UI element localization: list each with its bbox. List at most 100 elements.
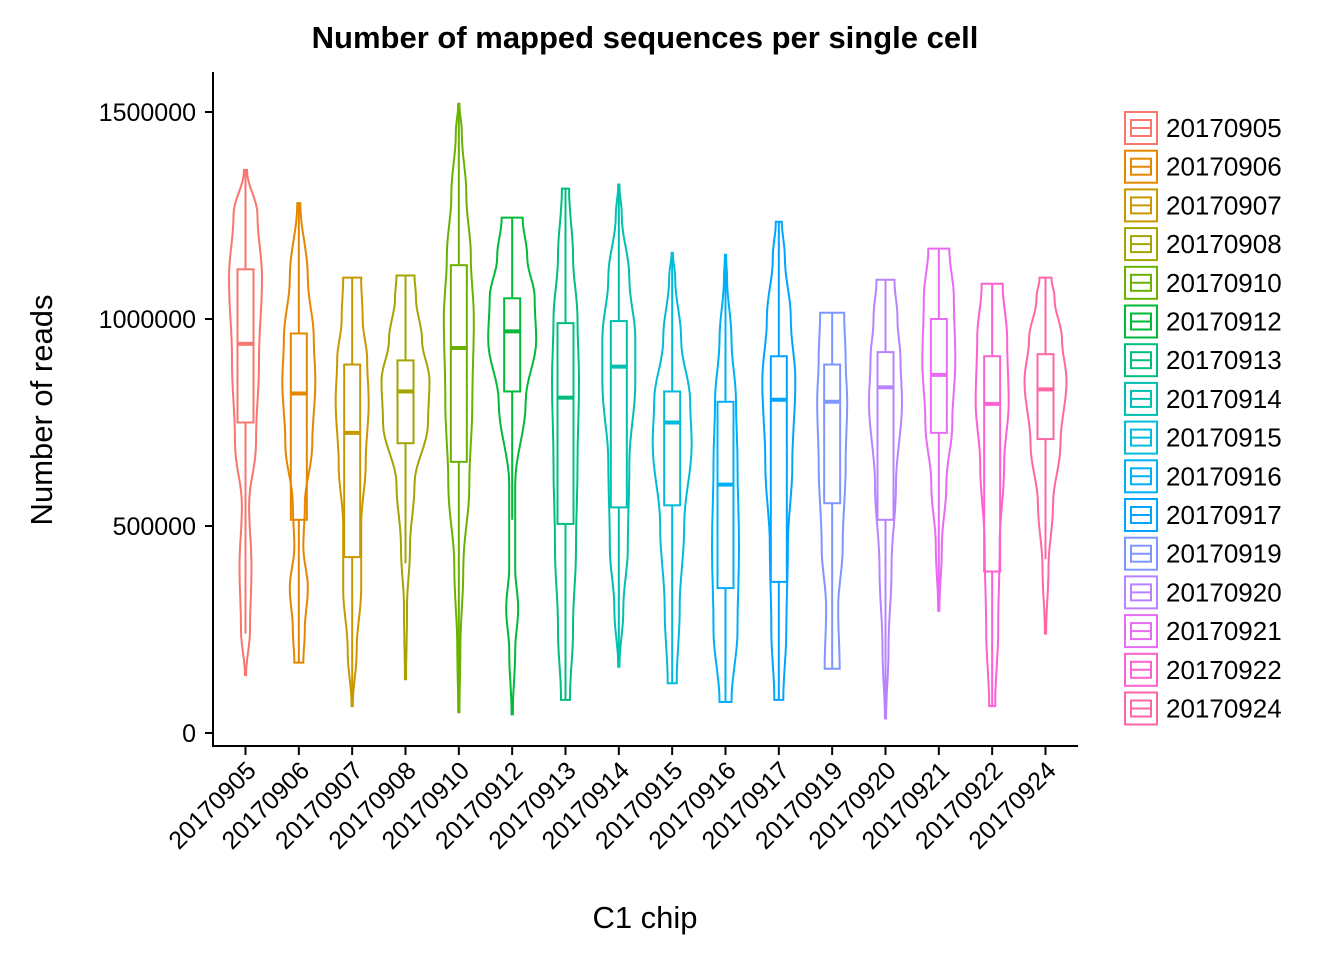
box-20170916 (716, 400, 735, 590)
legend-label: 20170920 (1166, 577, 1282, 607)
legend-item-20170910: 20170910 (1124, 265, 1282, 300)
legend-label: 20170916 (1166, 461, 1282, 491)
legend-item-20170924: 20170924 (1124, 691, 1282, 726)
violin-group-20170916 (710, 253, 741, 703)
x-axis-title: C1 chip (592, 900, 697, 935)
violin-20170908 (380, 274, 431, 681)
plot-area (227, 102, 1068, 720)
violin-group-20170922 (974, 282, 1010, 708)
box-20170907 (343, 363, 362, 559)
legend-key (1124, 149, 1158, 184)
y-tick-label: 0 (182, 720, 196, 748)
box-20170920 (876, 351, 895, 521)
legend-item-20170916: 20170916 (1124, 459, 1282, 494)
legend-item-20170919: 20170919 (1124, 536, 1282, 571)
legend-key (1124, 614, 1158, 649)
legend-label: 20170912 (1166, 307, 1282, 337)
violin-20170906 (281, 202, 317, 664)
legend-label: 20170917 (1166, 500, 1282, 530)
legend-key (1124, 304, 1158, 339)
legend-label: 20170908 (1166, 229, 1282, 259)
box-20170917 (769, 355, 788, 583)
legend-label: 20170905 (1166, 113, 1282, 143)
box-20170914 (609, 320, 628, 509)
legend-key (1124, 111, 1158, 145)
box-20170922 (983, 355, 1002, 573)
box-20170915 (663, 390, 682, 507)
legend-label: 20170906 (1166, 152, 1282, 182)
legend-key (1124, 691, 1158, 726)
legend-label: 20170914 (1166, 384, 1282, 414)
violin-group-20170913 (550, 187, 581, 701)
box-20170912 (503, 297, 522, 393)
x-ticks: 2017090520170906201709072017090820170910… (163, 746, 1062, 855)
legend-key (1124, 227, 1158, 262)
legend-label: 20170919 (1166, 539, 1282, 569)
legend-item-20170914: 20170914 (1124, 381, 1282, 416)
violin-group-20170905 (227, 169, 264, 676)
legend-label: 20170907 (1166, 190, 1282, 220)
chart-title: Number of mapped sequences per single ce… (312, 20, 979, 55)
box-20170910 (449, 264, 468, 463)
legend-key (1124, 575, 1158, 610)
violin-group-20170921 (921, 247, 957, 612)
legend-label: 20170921 (1166, 616, 1282, 646)
violin-20170920 (867, 278, 904, 720)
violin-20170921 (921, 247, 957, 612)
legend-item-20170921: 20170921 (1124, 614, 1282, 649)
legend-item-20170920: 20170920 (1124, 575, 1282, 610)
legend-item-20170917: 20170917 (1124, 498, 1282, 532)
legend-item-20170912: 20170912 (1124, 304, 1282, 339)
legend-item-20170915: 20170915 (1124, 420, 1282, 455)
legend-label: 20170913 (1166, 345, 1282, 375)
y-tick-label: 500000 (113, 513, 196, 541)
violin-group-20170917 (761, 220, 797, 701)
legend-key (1124, 265, 1158, 300)
legend-key (1124, 536, 1158, 571)
violin-20170924 (1023, 276, 1068, 635)
legend-label: 20170924 (1166, 694, 1282, 724)
box-20170913 (556, 322, 575, 525)
violin-20170917 (761, 220, 797, 701)
legend: 20170905 20170906 20170907 20170908 20170910… (1124, 111, 1282, 726)
legend-key (1124, 381, 1158, 416)
legend-item-20170913: 20170913 (1124, 343, 1282, 378)
y-tick-label: 1500000 (99, 99, 196, 127)
legend-key (1124, 459, 1158, 494)
legend-key (1124, 343, 1158, 378)
violin-group-20170906 (281, 202, 317, 664)
box-20170905 (236, 268, 255, 424)
legend-label: 20170910 (1166, 268, 1282, 298)
y-ticks: 0 500000 1000000 1500000 (99, 99, 213, 748)
violin-group-20170920 (867, 278, 904, 720)
box-20170924 (1036, 353, 1055, 441)
violin-20170913 (550, 187, 581, 701)
legend-item-20170907: 20170907 (1124, 188, 1282, 223)
violin-group-20170914 (601, 183, 637, 668)
violin-group-20170924 (1023, 276, 1068, 635)
violin-group-20170910 (442, 102, 475, 714)
violin-20170912 (487, 216, 538, 716)
legend-item-20170908: 20170908 (1124, 227, 1282, 262)
legend-key (1124, 420, 1158, 455)
legend-item-20170906: 20170906 (1124, 149, 1282, 184)
legend-label: 20170915 (1166, 423, 1282, 453)
y-tick-label: 1000000 (99, 306, 196, 334)
violin-20170916 (710, 253, 741, 703)
legend-item-20170905: 20170905 (1124, 111, 1282, 145)
legend-key (1124, 652, 1158, 687)
legend-key (1124, 498, 1158, 532)
violin-group-20170919 (816, 311, 849, 670)
box-20170908 (396, 359, 415, 445)
violin-group-20170908 (380, 274, 431, 681)
violin-20170919 (816, 311, 849, 670)
violin-20170910 (442, 102, 475, 714)
legend-item-20170922: 20170922 (1124, 652, 1282, 687)
box-20170906 (289, 332, 308, 521)
box-20170919 (823, 363, 842, 505)
violin-group-20170912 (487, 216, 538, 716)
legend-key (1124, 188, 1158, 223)
violin-20170905 (227, 169, 264, 676)
y-axis-title: Number of reads (24, 295, 59, 526)
